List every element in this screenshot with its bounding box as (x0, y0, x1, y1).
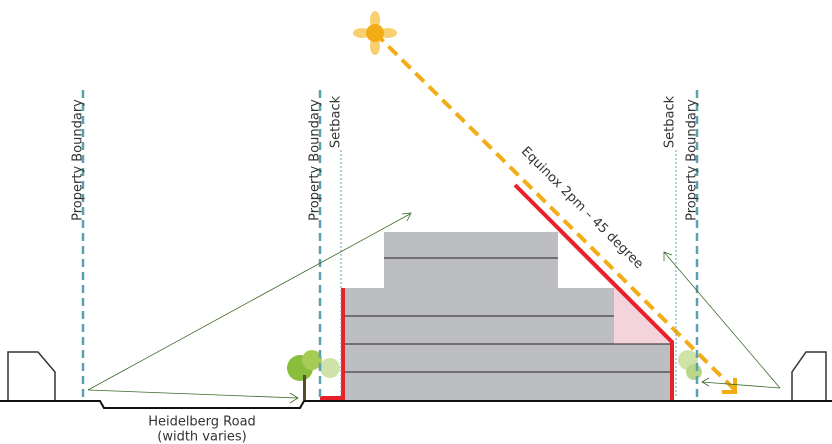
label: Property Boundary (308, 99, 323, 221)
sun-ray (373, 31, 737, 392)
neighbour-left (7, 351, 56, 401)
envelope-left (320, 288, 345, 400)
label: Setback (663, 95, 678, 148)
view-lines (87, 212, 781, 404)
sun-arrow (722, 378, 737, 394)
label: Property Boundary (685, 99, 700, 221)
label: Setback (329, 95, 344, 148)
floor-lines (343, 257, 672, 373)
neighbour-right (791, 351, 827, 401)
setbacks (340, 150, 677, 398)
trees (287, 350, 702, 400)
envelope-right (513, 183, 674, 400)
road-label: Heidelberg Road (148, 415, 256, 430)
ground (0, 400, 832, 409)
sun (353, 11, 397, 55)
road-note: (width varies) (157, 430, 247, 444)
label: Property Boundary (71, 99, 86, 221)
